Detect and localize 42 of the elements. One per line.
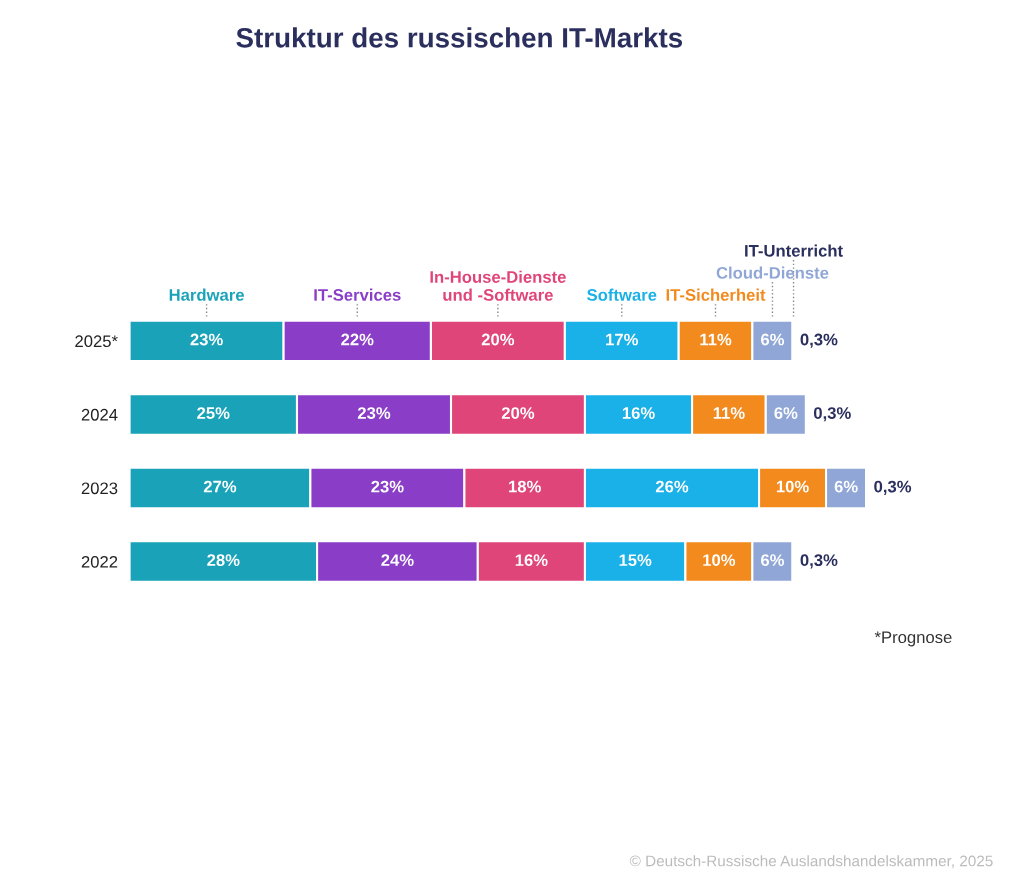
data-label: 18% [509, 480, 541, 493]
data-label: 6% [774, 407, 798, 419]
data-label: 10% [703, 554, 736, 567]
data-label: 11% [713, 407, 745, 419]
data-label: 16% [622, 407, 655, 419]
data-label: 11% [700, 333, 732, 346]
chart-title: Struktur des russischen IT-Markts [236, 27, 683, 48]
text: Cloud-Dienste [716, 266, 829, 279]
series-label: Software [587, 288, 657, 301]
data-label: 16% [515, 554, 548, 567]
data-label: 0,3% [813, 407, 851, 422]
data-label: 10% [776, 480, 809, 493]
y-tick-label: 2025* [75, 335, 118, 348]
data-label: 22% [341, 333, 374, 346]
y-tick-label: 2024 [81, 408, 118, 421]
text: © Deutsch-Russische Auslandshandelskammer, 2025 [629, 855, 993, 869]
data-label: 6% [761, 554, 785, 567]
data-label: 26% [655, 480, 689, 493]
data-label: 17% [606, 333, 639, 346]
data-label: 23% [357, 407, 391, 419]
data-label: 6% [761, 333, 785, 346]
text: *Prognose [874, 631, 952, 647]
data-label: 15% [619, 554, 652, 567]
data-label: 0,3% [800, 333, 838, 348]
data-label: 28% [207, 554, 240, 567]
data-label: 23% [190, 333, 223, 346]
data-label: 24% [381, 554, 414, 566]
series-label: Hardware [169, 288, 244, 301]
y-tick-label: 2022 [81, 555, 118, 568]
series-label: IT-Sicherheit [666, 288, 766, 301]
series-label: IT-Services [314, 288, 401, 301]
data-label: 0,3% [800, 554, 838, 569]
data-label: 0,3% [874, 480, 912, 495]
data-label: 20% [481, 333, 515, 346]
data-label: 27% [203, 480, 237, 493]
data-label: 20% [501, 407, 535, 419]
text: IT-Unterricht [745, 244, 843, 257]
data-label: 23% [371, 480, 404, 493]
series-label: In-House-Dienste und -Software [430, 270, 566, 301]
data-label: 6% [834, 480, 858, 493]
y-tick-label: 2023 [81, 482, 118, 495]
data-label: 25% [197, 407, 230, 419]
